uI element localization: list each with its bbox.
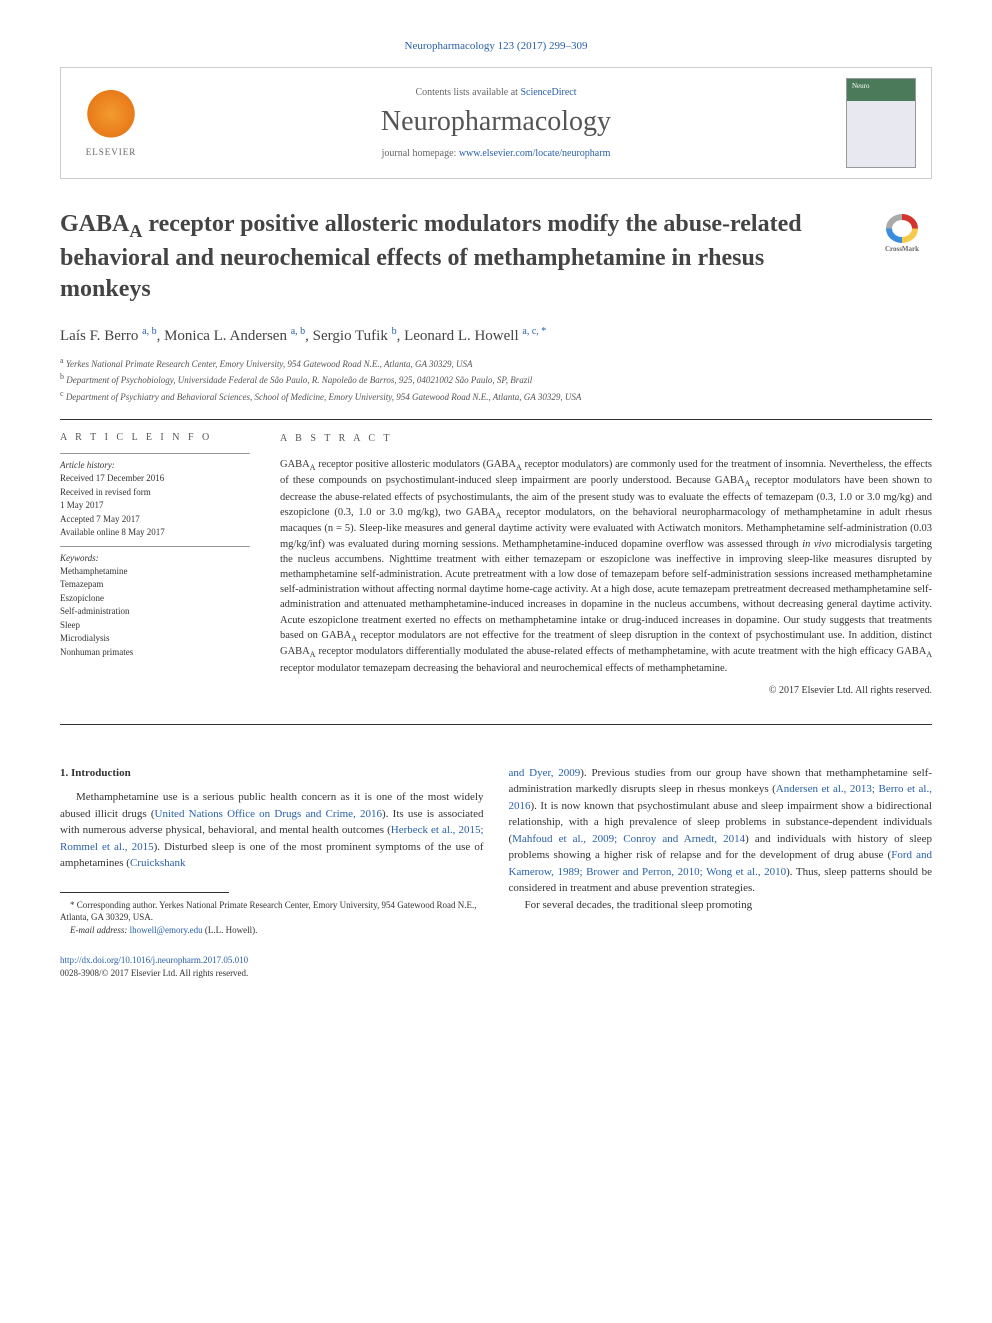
doi-link[interactable]: http://dx.doi.org/10.1016/j.neuropharm.2…: [60, 955, 248, 965]
contents-prefix: Contents lists available at: [415, 87, 520, 98]
history-lines: Received 17 December 2016Received in rev…: [60, 472, 250, 540]
elsevier-logo[interactable]: ELSEVIER: [76, 83, 146, 163]
issn-line: 0028-3908/© 2017 Elsevier Ltd. All right…: [60, 967, 484, 980]
keywords-heading: Keywords:: [60, 553, 250, 563]
footer-block: http://dx.doi.org/10.1016/j.neuropharm.2…: [60, 954, 484, 979]
article-info-heading: A R T I C L E I N F O: [60, 432, 250, 443]
column-left: 1. Introduction Methamphetamine use is a…: [60, 765, 484, 980]
abstract: A B S T R A C T GABAA receptor positive …: [280, 432, 932, 698]
header-center: Contents lists available at ScienceDirec…: [146, 87, 846, 159]
intro-paragraph: Methamphetamine use is a serious public …: [60, 789, 484, 872]
crossmark-label: CrossMark: [885, 245, 919, 254]
email-link[interactable]: lhowell@emory.edu: [130, 925, 203, 935]
journal-ref-link[interactable]: Neuropharmacology 123 (2017) 299–309: [405, 40, 588, 52]
email-who: (L.L. Howell).: [203, 925, 258, 935]
abstract-text: GABAA receptor positive allosteric modul…: [280, 457, 932, 676]
column-right: and Dyer, 2009). Previous studies from o…: [509, 765, 933, 980]
homepage-prefix: journal homepage:: [382, 148, 459, 159]
divider: [60, 419, 932, 420]
sciencedirect-link[interactable]: ScienceDirect: [520, 87, 576, 98]
intro-paragraph-2: For several decades, the traditional sle…: [509, 897, 933, 914]
intro-paragraph-cont: and Dyer, 2009). Previous studies from o…: [509, 765, 933, 897]
homepage-link[interactable]: www.elsevier.com/locate/neuropharm: [459, 148, 611, 159]
email-line: E-mail address: lhowell@emory.edu (L.L. …: [60, 924, 484, 937]
email-label: E-mail address:: [70, 925, 130, 935]
crossmark-icon: [886, 214, 918, 243]
journal-header: ELSEVIER Contents lists available at Sci…: [60, 67, 932, 179]
abstract-copyright: © 2017 Elsevier Ltd. All rights reserved…: [280, 684, 932, 699]
corresponding-footnote: * Corresponding author. Yerkes National …: [60, 899, 484, 937]
journal-reference: Neuropharmacology 123 (2017) 299–309: [60, 40, 932, 52]
body-columns: 1. Introduction Methamphetamine use is a…: [60, 765, 932, 980]
footnote-separator: [60, 892, 229, 893]
corr-author-line: * Corresponding author. Yerkes National …: [60, 899, 484, 924]
homepage-line: journal homepage: www.elsevier.com/locat…: [166, 148, 826, 159]
contents-line: Contents lists available at ScienceDirec…: [166, 87, 826, 98]
section-heading: 1. Introduction: [60, 765, 484, 782]
abstract-heading: A B S T R A C T: [280, 432, 932, 447]
journal-cover-thumbnail[interactable]: [846, 78, 916, 168]
info-abstract-row: A R T I C L E I N F O Article history: R…: [60, 432, 932, 698]
history-heading: Article history:: [60, 460, 250, 470]
divider: [60, 724, 932, 725]
article-title: GABAA receptor positive allosteric modul…: [60, 209, 932, 306]
crossmark-badge[interactable]: CrossMark: [872, 214, 932, 254]
keywords-list: MethamphetamineTemazepamEszopicloneSelf-…: [60, 565, 250, 660]
article-info: A R T I C L E I N F O Article history: R…: [60, 432, 250, 698]
affiliations: a Yerkes National Primate Research Cente…: [60, 355, 932, 405]
elsevier-label: ELSEVIER: [86, 147, 137, 157]
elsevier-tree-icon: [86, 89, 136, 144]
journal-name: Neuropharmacology: [166, 106, 826, 138]
author-list: Laís F. Berro a, b, Monica L. Andersen a…: [60, 326, 932, 345]
